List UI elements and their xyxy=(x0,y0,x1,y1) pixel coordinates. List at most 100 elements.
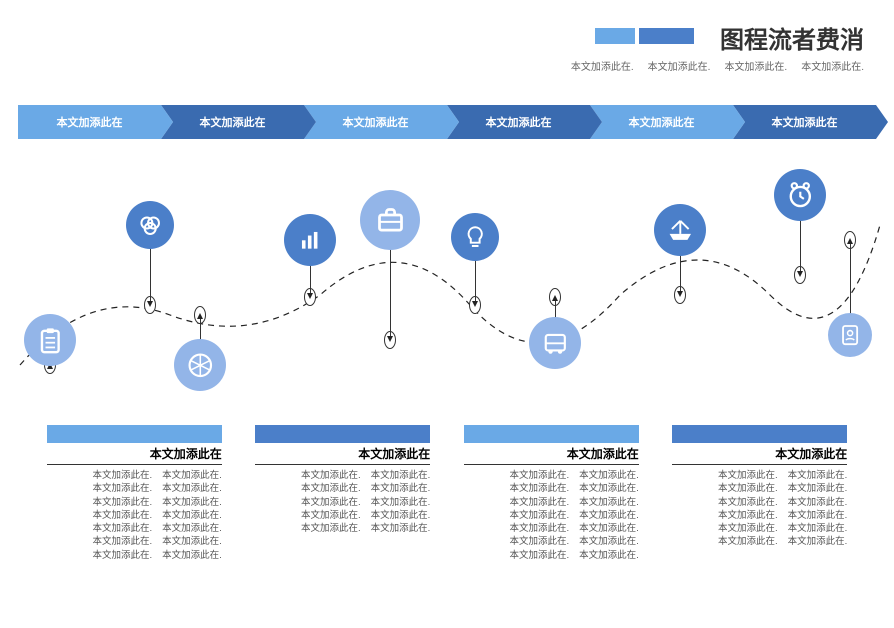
book-node xyxy=(828,313,872,357)
block-columns: .在此添加文本.在此添加文本.在此添加文本.在此添加文本.在此添加文本.在此添加… xyxy=(255,469,430,535)
block-item: .在此添加文本 xyxy=(301,482,361,495)
subtitle-row: .在此添加文本.在此添加文本.在此添加文本.在此添加文本 xyxy=(571,58,864,73)
block-item: .在此添加文本 xyxy=(788,509,848,522)
connector-arrow xyxy=(797,271,803,277)
arrow-segment: 在此添加文本 xyxy=(590,105,733,139)
block-item: .在此添加文本 xyxy=(301,469,361,482)
arrow-segment: 在此添加文本 xyxy=(161,105,304,139)
block-item: .在此添加文本 xyxy=(162,522,222,535)
clock-node xyxy=(774,169,826,221)
block-item: .在此添加文本 xyxy=(92,469,152,482)
block-item: .在此添加文本 xyxy=(162,549,222,562)
bus-node xyxy=(529,317,581,369)
block-column: .在此添加文本.在此添加文本.在此添加文本.在此添加文本.在此添加文本.在此添加… xyxy=(92,469,152,562)
block-item: .在此添加文本 xyxy=(579,522,639,535)
block-item: .在此添加文本 xyxy=(579,549,639,562)
page-title: 消费者流程图 xyxy=(720,20,864,55)
connector-arrow xyxy=(677,291,683,297)
block-bar xyxy=(255,425,430,443)
block-item: .在此添加文本 xyxy=(371,469,431,482)
arrow-label: 在此添加文本 xyxy=(57,114,123,130)
subtitle-item: .在此添加文本 xyxy=(648,58,711,73)
boat-icon xyxy=(666,216,695,245)
block-item: .在此添加文本 xyxy=(92,496,152,509)
arrow-label: 在此添加文本 xyxy=(343,114,409,130)
subtitle-item: .在此添加文本 xyxy=(801,58,864,73)
block-column: .在此添加文本.在此添加文本.在此添加文本.在此添加文本.在此添加文本.在此添加… xyxy=(788,469,848,549)
block-item: .在此添加文本 xyxy=(162,469,222,482)
connector-arrow xyxy=(552,295,558,301)
boat-node xyxy=(654,204,706,256)
block-column: .在此添加文本.在此添加文本.在此添加文本.在此添加文本.在此添加文本.在此添加… xyxy=(509,469,569,562)
connector-arrow xyxy=(307,293,313,299)
block-item: .在此添加文本 xyxy=(788,496,848,509)
bus-icon xyxy=(541,329,570,358)
text-blocks: 在此添加文本.在此添加文本.在此添加文本.在此添加文本.在此添加文本.在此添加文… xyxy=(0,425,894,562)
block-item: .在此添加文本 xyxy=(509,535,569,548)
arrow-segment: 在此添加文本 xyxy=(733,105,876,139)
wave-path xyxy=(0,165,894,385)
block-column: .在此添加文本.在此添加文本.在此添加文本.在此添加文本.在此添加文本.在此添加… xyxy=(579,469,639,562)
book-icon xyxy=(838,323,862,347)
block-item: .在此添加文本 xyxy=(509,496,569,509)
block-item: .在此添加文本 xyxy=(788,469,848,482)
bulb-icon xyxy=(462,224,488,250)
block-column: .在此添加文本.在此添加文本.在此添加文本.在此添加文本.在此添加文本.在此添加… xyxy=(162,469,222,562)
arrow-label: 在此添加文本 xyxy=(200,114,266,130)
ball-icon xyxy=(186,351,215,380)
text-block: 在此添加文本.在此添加文本.在此添加文本.在此添加文本.在此添加文本.在此添加文… xyxy=(672,425,847,562)
block-title: 在此添加文本 xyxy=(464,445,639,465)
block-item: .在此添加文本 xyxy=(718,522,778,535)
connector-arrow xyxy=(147,301,153,307)
arrow-label: 在此添加文本 xyxy=(629,114,695,130)
block-item: .在此添加文本 xyxy=(579,496,639,509)
connector-arrow xyxy=(387,336,393,342)
briefcase-node xyxy=(360,190,420,250)
block-item: .在此添加文本 xyxy=(162,482,222,495)
clipboard-icon xyxy=(36,326,65,355)
block-item: .在此添加文本 xyxy=(788,535,848,548)
block-item: .在此添加文本 xyxy=(92,509,152,522)
block-item: .在此添加文本 xyxy=(301,509,361,522)
text-block: 在此添加文本.在此添加文本.在此添加文本.在此添加文本.在此添加文本.在此添加文… xyxy=(464,425,639,562)
block-column: .在此添加文本.在此添加文本.在此添加文本.在此添加文本.在此添加文本.在此添加… xyxy=(718,469,778,549)
block-item: .在此添加文本 xyxy=(92,482,152,495)
block-item: .在此添加文本 xyxy=(579,482,639,495)
block-bar xyxy=(672,425,847,443)
subtitle-item: .在此添加文本 xyxy=(571,58,634,73)
block-item: .在此添加文本 xyxy=(371,509,431,522)
bulb-node xyxy=(451,213,499,261)
block-item: .在此添加文本 xyxy=(509,469,569,482)
block-item: .在此添加文本 xyxy=(162,535,222,548)
clipboard-node xyxy=(24,314,76,366)
wave-area xyxy=(0,165,894,385)
block-bar xyxy=(47,425,222,443)
arrow-label: 在此添加文本 xyxy=(486,114,552,130)
arrow-label: 在此添加文本 xyxy=(772,114,838,130)
block-item: .在此添加文本 xyxy=(718,509,778,522)
block-columns: .在此添加文本.在此添加文本.在此添加文本.在此添加文本.在此添加文本.在此添加… xyxy=(464,469,639,562)
block-item: .在此添加文本 xyxy=(718,469,778,482)
text-block: 在此添加文本.在此添加文本.在此添加文本.在此添加文本.在此添加文本.在此添加文… xyxy=(47,425,222,562)
arrow-bar: 在此添加文本 在此添加文本 在此添加文本 在此添加文本 在此添加文本 在此添加文本 xyxy=(18,105,876,139)
block-title: 在此添加文本 xyxy=(47,445,222,465)
block-item: .在此添加文本 xyxy=(92,549,152,562)
connector-arrow xyxy=(472,301,478,307)
block-item: .在此添加文本 xyxy=(718,496,778,509)
block-item: .在此添加文本 xyxy=(92,535,152,548)
block-item: .在此添加文本 xyxy=(579,535,639,548)
block-column: .在此添加文本.在此添加文本.在此添加文本.在此添加文本.在此添加文本 xyxy=(301,469,361,535)
block-item: .在此添加文本 xyxy=(301,522,361,535)
arrow-segment: 在此添加文本 xyxy=(18,105,161,139)
venn-node xyxy=(126,201,174,249)
connector-arrow xyxy=(197,313,203,319)
block-item: .在此添加文本 xyxy=(371,522,431,535)
block-item: .在此添加文本 xyxy=(718,482,778,495)
block-columns: .在此添加文本.在此添加文本.在此添加文本.在此添加文本.在此添加文本.在此添加… xyxy=(672,469,847,549)
arrow-segment: 在此添加文本 xyxy=(447,105,590,139)
block-item: .在此添加文本 xyxy=(301,496,361,509)
block-item: .在此添加文本 xyxy=(509,482,569,495)
title-swatch xyxy=(639,28,694,44)
briefcase-icon xyxy=(374,204,407,237)
block-item: .在此添加文本 xyxy=(788,482,848,495)
